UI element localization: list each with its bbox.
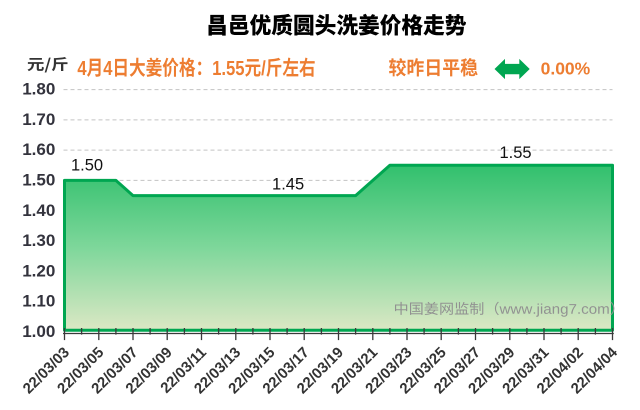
svg-text:1.30: 1.30 xyxy=(22,231,55,250)
svg-text:1.80: 1.80 xyxy=(22,80,55,99)
svg-text:1.20: 1.20 xyxy=(22,261,55,280)
svg-text:1.50: 1.50 xyxy=(71,157,103,175)
svg-text:1.40: 1.40 xyxy=(22,201,55,220)
svg-text:1.60: 1.60 xyxy=(22,140,55,159)
svg-text:1.50: 1.50 xyxy=(22,171,55,190)
svg-text:1.00: 1.00 xyxy=(22,322,55,341)
svg-text:1.55: 1.55 xyxy=(499,144,531,162)
svg-text:1.10: 1.10 xyxy=(22,292,55,311)
svg-text:0.00%: 0.00% xyxy=(541,59,591,79)
svg-text:1.70: 1.70 xyxy=(22,110,55,129)
svg-text:1.45: 1.45 xyxy=(272,175,304,193)
